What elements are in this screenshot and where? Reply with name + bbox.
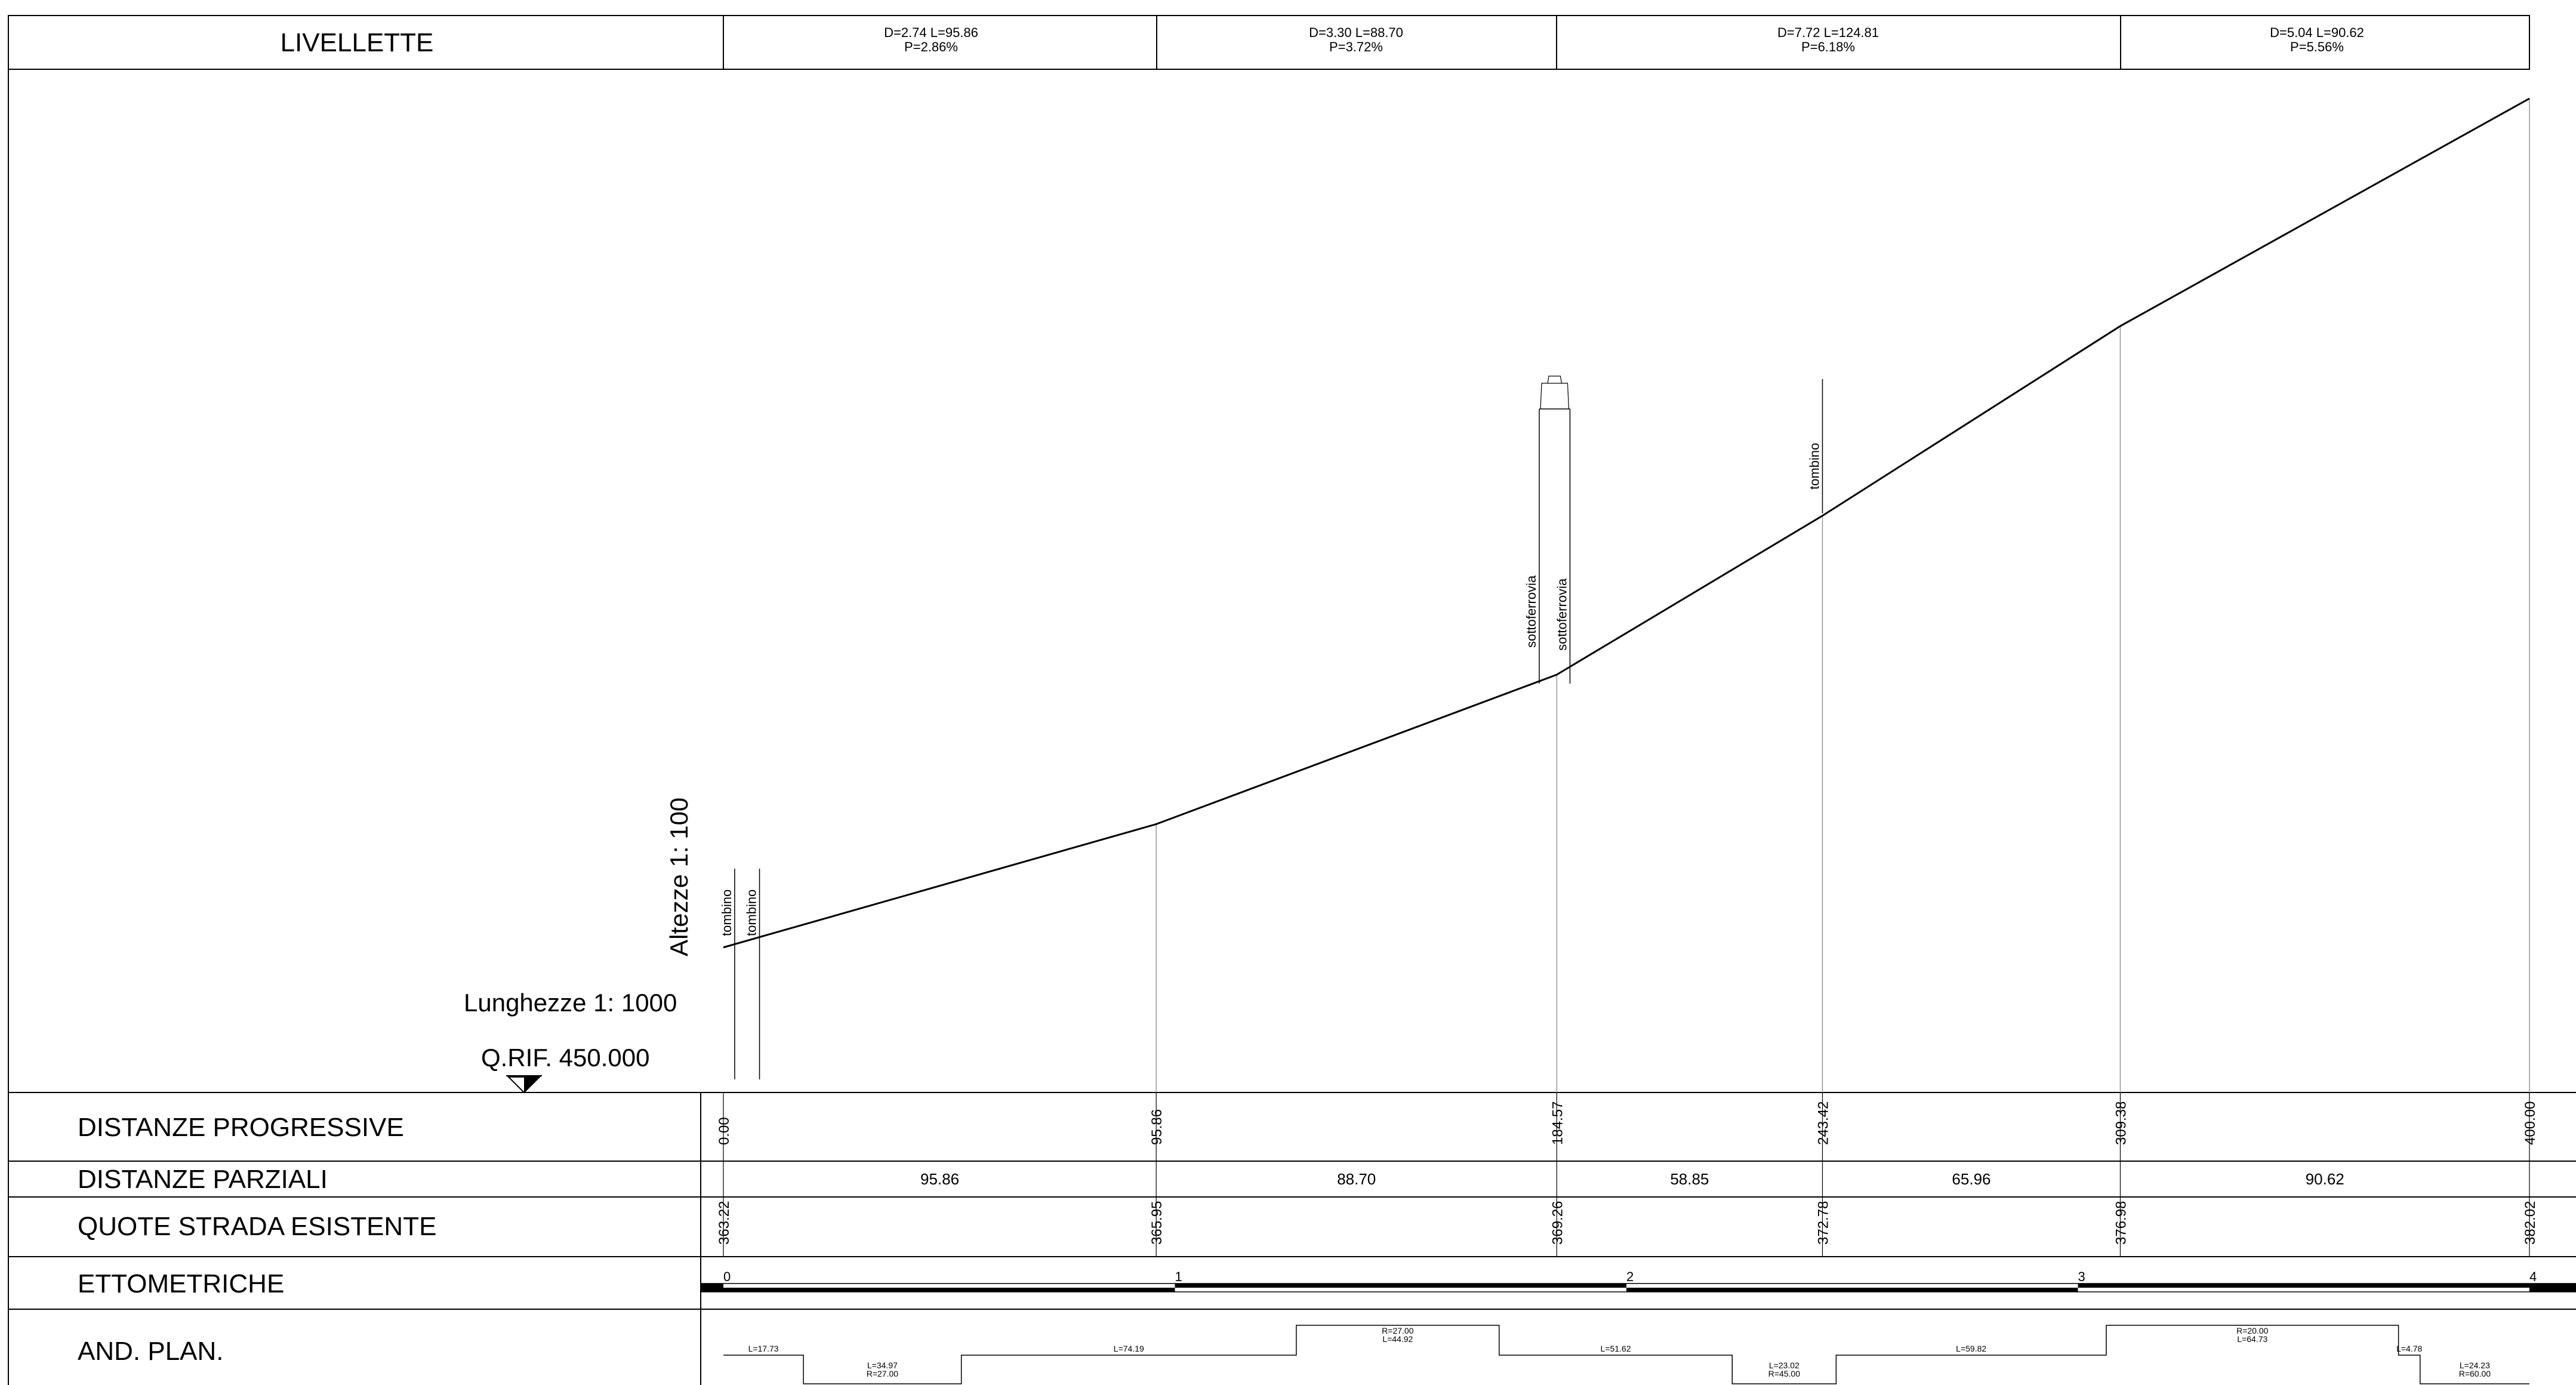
etto-label: 1 (1175, 1269, 1182, 1284)
and-plan-text: L=24.23 (2460, 1361, 2490, 1370)
progressive-value: 184.57 (1549, 1101, 1566, 1145)
and-plan-text: R=27.00 (867, 1369, 899, 1378)
progressive-value: 400.00 (2522, 1101, 2538, 1145)
station-vertical-lines (1155, 99, 2530, 1092)
and-plan-text: R=60.00 (2459, 1369, 2491, 1378)
parziale-value: 88.70 (1337, 1170, 1376, 1188)
and-plan-text: L=59.82 (1956, 1344, 1986, 1353)
and-plan-text: L=64.73 (2237, 1334, 2267, 1344)
quote-value: 365.95 (1149, 1201, 1165, 1245)
structure-label: tombino (719, 890, 734, 936)
structure-label: tombino (1807, 443, 1822, 490)
parziale-value: 95.86 (920, 1170, 959, 1188)
altezze-scale-label: Altezze 1: 100 (665, 798, 693, 956)
parziale-value: 65.96 (1952, 1170, 1990, 1188)
quote-value: 369.26 (1549, 1201, 1566, 1245)
lunghezze-scale-label: Lunghezze 1: 1000 (464, 989, 677, 1017)
etto-label: 3 (2078, 1269, 2085, 1284)
and-plan-text: L=23.02 (1769, 1361, 1799, 1370)
quote-value: 372.78 (1815, 1201, 1831, 1245)
and-plan-text: L=34.97 (867, 1361, 898, 1370)
etto-label: 2 (1626, 1269, 1634, 1284)
row-label-ettometriche: ETTOMETRICHE (78, 1269, 284, 1298)
livelletta-4-line1: D=5.04 L=90.62 (2270, 25, 2364, 40)
profile-line (723, 97, 2530, 949)
row-label-parziali: DISTANZE PARZIALI (78, 1165, 328, 1194)
etto-bar-segment (1626, 1288, 2078, 1292)
and-plan-text: L=17.73 (748, 1344, 779, 1353)
and-plan-text: L=51.62 (1600, 1344, 1631, 1353)
etto-bar-segment (1175, 1284, 1626, 1288)
table-values: 0.00 363.22 95.86 365.95 184.57 369.26 243.42 3… (716, 1092, 2538, 1257)
and-plan-line (723, 1325, 2529, 1384)
and-plan-text: R=45.00 (1768, 1369, 1801, 1378)
header-title: LIVELLETTE (281, 28, 434, 57)
livelletta-3-line2: P=6.18% (1801, 39, 1855, 54)
livelletta-3-line1: D=7.72 L=124.81 (1777, 25, 1879, 40)
etto-bar-segment (723, 1288, 1175, 1292)
row-label-quote: QUOTE STRADA ESISTENTE (78, 1212, 436, 1241)
row-label-and-plan: AND. PLAN. (78, 1337, 224, 1366)
progressive-value: 0.00 (716, 1117, 732, 1145)
livelletta-2-line1: D=3.30 L=88.70 (1309, 25, 1403, 40)
structure-label: sottoferrovia (1554, 578, 1569, 651)
etto-bar-segment (2078, 1284, 2529, 1288)
and-plan-text: R=20.00 (2236, 1326, 2269, 1335)
etto-label: 0 (723, 1269, 731, 1284)
railway-icon (1540, 376, 1570, 410)
livelletta-1-line2: P=2.86% (904, 39, 958, 54)
and-plan-diagram: L=17.73L=34.97R=27.00L=74.19R=27.00L=44.… (723, 1325, 2529, 1384)
livelletta-2-line2: P=3.72% (1329, 39, 1383, 54)
reference-marker-icon (506, 1075, 542, 1094)
row-label-progressive: DISTANZE PROGRESSIVE (78, 1113, 404, 1142)
structures: tombino tombino sottoferrovia sottoferrovia… (719, 376, 1823, 1079)
progressive-value: 95.86 (1149, 1109, 1165, 1145)
parziale-value: 58.85 (1670, 1170, 1709, 1188)
etto-label: 4 (2529, 1269, 2537, 1284)
quote-value: 376.98 (2113, 1201, 2129, 1245)
profile-polyline (723, 97, 2530, 949)
structure-label: sottoferrovia (1524, 575, 1539, 648)
ettometriche-bar: 0 1 2 3 4 (700, 1269, 2576, 1292)
progressive-value: 243.42 (1815, 1101, 1831, 1145)
parziale-value: 90.62 (2306, 1170, 2344, 1188)
structure-label: tombino (744, 890, 759, 936)
progressive-value: 309.38 (2113, 1101, 2129, 1145)
quote-value: 382.02 (2522, 1201, 2538, 1245)
and-plan-text: L=44.92 (1382, 1334, 1413, 1344)
livelletta-1-line1: D=2.74 L=95.86 (884, 25, 978, 40)
and-plan-text: R=27.00 (1382, 1326, 1414, 1335)
qrif-label: Q.RIF. 450.000 (481, 1044, 650, 1072)
and-plan-text: L=4.78 (2396, 1344, 2422, 1353)
etto-bar-segment (2529, 1284, 2576, 1292)
livellette-texts: D=2.74 L=95.86 P=2.86% D=3.30 L=88.70 P=… (884, 25, 2364, 54)
livelletta-4-line2: P=5.56% (2290, 39, 2344, 54)
table-frame (8, 15, 2576, 1385)
etto-bar-segment (701, 1284, 723, 1292)
and-plan-text: L=74.19 (1114, 1344, 1144, 1353)
quote-value: 363.22 (716, 1201, 732, 1245)
